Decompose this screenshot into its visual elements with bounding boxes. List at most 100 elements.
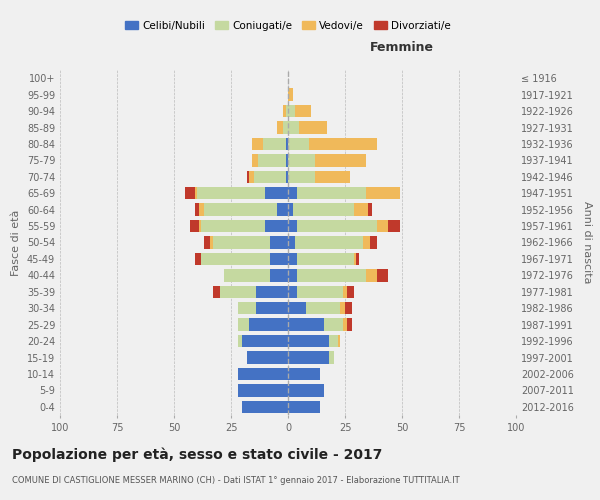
Bar (211, 236, 213, 248)
Bar (343, 318, 347, 331)
Bar (288, 368, 320, 380)
Bar (199, 220, 202, 232)
Bar (251, 154, 259, 166)
Bar (202, 220, 265, 232)
Bar (365, 187, 400, 200)
Bar (270, 236, 288, 248)
Bar (220, 286, 256, 298)
Bar (194, 204, 199, 216)
Bar (340, 302, 345, 314)
Bar (365, 269, 377, 281)
Bar (277, 122, 283, 134)
Bar (213, 236, 270, 248)
Bar (297, 220, 377, 232)
Bar (329, 352, 334, 364)
Bar (354, 204, 368, 216)
Bar (343, 286, 347, 298)
Bar (224, 269, 270, 281)
Bar (345, 302, 352, 314)
Bar (265, 220, 288, 232)
Bar (197, 187, 265, 200)
Bar (277, 204, 288, 216)
Bar (299, 122, 327, 134)
Bar (297, 253, 354, 265)
Bar (286, 170, 288, 183)
Bar (297, 187, 365, 200)
Bar (242, 335, 288, 347)
Bar (388, 220, 400, 232)
Bar (356, 253, 359, 265)
Bar (185, 187, 194, 200)
Legend: Celibi/Nubili, Coniugati/e, Vedovi/e, Divorziati/e: Celibi/Nubili, Coniugati/e, Vedovi/e, Di… (121, 16, 455, 35)
Bar (288, 236, 295, 248)
Bar (288, 88, 293, 101)
Bar (347, 318, 352, 331)
Bar (288, 253, 297, 265)
Bar (286, 105, 288, 117)
Bar (368, 204, 373, 216)
Text: Femmine: Femmine (370, 42, 434, 54)
Bar (288, 302, 306, 314)
Bar (347, 286, 354, 298)
Text: COMUNE DI CASTIGLIONE MESSER MARINO (CH) - Dati ISTAT 1° gennaio 2017 - Elaboraz: COMUNE DI CASTIGLIONE MESSER MARINO (CH)… (12, 476, 460, 485)
Bar (194, 187, 197, 200)
Bar (354, 253, 356, 265)
Bar (249, 318, 288, 331)
Bar (329, 335, 338, 347)
Bar (316, 170, 350, 183)
Bar (213, 286, 220, 298)
Bar (377, 220, 388, 232)
Bar (316, 154, 365, 166)
Bar (297, 286, 343, 298)
Text: Popolazione per età, sesso e stato civile - 2017: Popolazione per età, sesso e stato civil… (12, 448, 382, 462)
Bar (325, 318, 343, 331)
Bar (190, 220, 199, 232)
Bar (238, 302, 256, 314)
Bar (259, 154, 286, 166)
Bar (288, 269, 297, 281)
Bar (293, 204, 354, 216)
Bar (288, 154, 316, 166)
Bar (288, 122, 299, 134)
Bar (283, 122, 288, 134)
Bar (256, 302, 288, 314)
Bar (288, 187, 297, 200)
Bar (288, 204, 293, 216)
Bar (308, 138, 377, 150)
Y-axis label: Anni di nascita: Anni di nascita (582, 201, 592, 284)
Bar (288, 286, 297, 298)
Bar (288, 318, 325, 331)
Bar (247, 170, 249, 183)
Bar (256, 286, 288, 298)
Bar (203, 204, 277, 216)
Bar (265, 187, 288, 200)
Bar (238, 318, 249, 331)
Bar (263, 138, 286, 150)
Bar (288, 105, 295, 117)
Bar (238, 335, 242, 347)
Bar (363, 236, 370, 248)
Bar (370, 236, 377, 248)
Bar (286, 138, 288, 150)
Bar (238, 384, 288, 396)
Bar (194, 253, 202, 265)
Bar (288, 138, 308, 150)
Bar (288, 352, 329, 364)
Bar (270, 269, 288, 281)
Bar (288, 335, 329, 347)
Bar (270, 253, 288, 265)
Bar (338, 335, 340, 347)
Bar (306, 302, 340, 314)
Bar (247, 352, 288, 364)
Bar (203, 236, 211, 248)
Bar (249, 170, 254, 183)
Bar (202, 253, 270, 265)
Bar (297, 269, 365, 281)
Bar (251, 138, 263, 150)
Y-axis label: Fasce di età: Fasce di età (11, 210, 21, 276)
Bar (254, 170, 286, 183)
Bar (242, 400, 288, 413)
Bar (238, 368, 288, 380)
Bar (295, 105, 311, 117)
Bar (286, 154, 288, 166)
